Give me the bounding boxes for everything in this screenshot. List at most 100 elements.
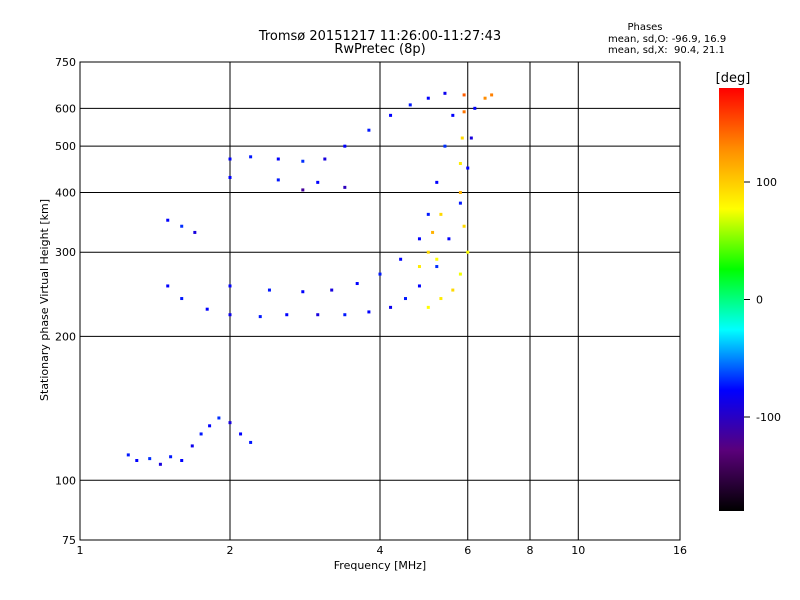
data-point <box>239 432 243 436</box>
y-tick-label: 500 <box>55 140 76 153</box>
stats-line-x: mean, sd,X: 90.4, 21.1 <box>608 45 725 56</box>
data-point <box>378 272 382 276</box>
data-point <box>462 224 466 228</box>
y-tick-label: 75 <box>62 534 76 547</box>
data-point <box>458 190 462 194</box>
colorbar-tick-label: -100 <box>756 411 781 424</box>
data-point <box>301 159 305 163</box>
data-point <box>180 224 184 228</box>
data-point <box>460 136 464 140</box>
data-point <box>439 297 443 301</box>
data-point <box>389 305 393 309</box>
data-point <box>205 307 209 311</box>
data-point <box>180 458 184 462</box>
data-point <box>462 110 466 114</box>
data-point <box>135 458 139 462</box>
y-tick-label: 300 <box>55 246 76 259</box>
data-point <box>408 103 412 107</box>
data-point <box>285 313 289 317</box>
data-point <box>458 272 462 276</box>
data-point <box>417 284 421 288</box>
data-point <box>267 288 271 292</box>
x-tick-label: 1 <box>77 544 84 557</box>
data-point <box>199 432 203 436</box>
data-point <box>301 290 305 294</box>
y-tick-label: 100 <box>55 474 76 487</box>
data-point <box>249 155 253 159</box>
data-point <box>443 144 447 148</box>
data-point <box>458 161 462 165</box>
data-point <box>193 230 197 234</box>
data-point <box>166 218 170 222</box>
data-point <box>316 180 320 184</box>
data-point <box>166 284 170 288</box>
data-point <box>343 144 347 148</box>
data-point <box>343 185 347 189</box>
data-point <box>190 444 194 448</box>
colorbar <box>719 88 744 511</box>
data-point <box>466 166 470 170</box>
data-point <box>330 288 334 292</box>
data-point <box>435 265 439 269</box>
data-point <box>126 453 130 457</box>
data-point <box>367 310 371 314</box>
data-point <box>469 136 473 140</box>
data-point <box>426 250 430 254</box>
data-point <box>447 237 451 241</box>
data-point <box>435 257 439 261</box>
y-tick-label: 750 <box>55 56 76 69</box>
data-point <box>249 440 253 444</box>
data-point <box>458 201 462 205</box>
data-point <box>417 237 421 241</box>
data-point <box>451 288 455 292</box>
data-point <box>443 91 447 95</box>
colorbar-tick-label: 100 <box>756 176 777 189</box>
x-axis-label: Frequency [MHz] <box>334 559 426 572</box>
y-tick-label: 600 <box>55 102 76 115</box>
data-point <box>417 265 421 269</box>
data-point <box>228 421 232 425</box>
data-point <box>426 96 430 100</box>
data-point <box>323 157 327 161</box>
data-point <box>426 212 430 216</box>
x-tick-label: 6 <box>464 544 471 557</box>
y-tick-label: 200 <box>55 330 76 343</box>
x-tick-label: 16 <box>673 544 687 557</box>
colorbar-tick-label: 0 <box>756 294 763 307</box>
data-point <box>258 315 262 319</box>
data-point <box>431 230 435 234</box>
data-point <box>466 250 470 254</box>
data-point <box>228 313 232 317</box>
data-point <box>228 284 232 288</box>
data-point <box>217 416 221 420</box>
data-point <box>435 180 439 184</box>
y-tick-label: 400 <box>55 186 76 199</box>
data-point <box>483 96 487 100</box>
data-point <box>367 128 371 132</box>
data-point <box>169 455 173 459</box>
x-tick-label: 2 <box>227 544 234 557</box>
data-point <box>451 113 455 117</box>
chart-title: Tromsø 20151217 11:26:00-11:27:43 <box>258 29 501 44</box>
data-point <box>399 257 403 261</box>
data-point <box>462 93 466 97</box>
x-tick-label: 4 <box>377 544 384 557</box>
data-point <box>403 297 407 301</box>
y-axis-label: Stationary phase Virtual Height [km] <box>38 199 51 401</box>
data-point <box>158 462 162 466</box>
data-point <box>301 188 305 192</box>
colorbar-label: [deg] <box>716 71 751 86</box>
x-tick-label: 10 <box>571 544 585 557</box>
x-tick-label: 8 <box>527 544 534 557</box>
data-point <box>208 424 212 428</box>
data-point <box>439 212 443 216</box>
data-point <box>343 313 347 317</box>
data-point <box>148 457 152 461</box>
chart-subtitle: RwPretec (8p) <box>334 42 425 57</box>
data-point <box>490 93 494 97</box>
stats-line-o: mean, sd,O: -96.9, 16.9 <box>608 34 726 45</box>
data-point <box>228 157 232 161</box>
stats-heading: Phases <box>627 22 662 33</box>
data-point <box>473 106 477 110</box>
